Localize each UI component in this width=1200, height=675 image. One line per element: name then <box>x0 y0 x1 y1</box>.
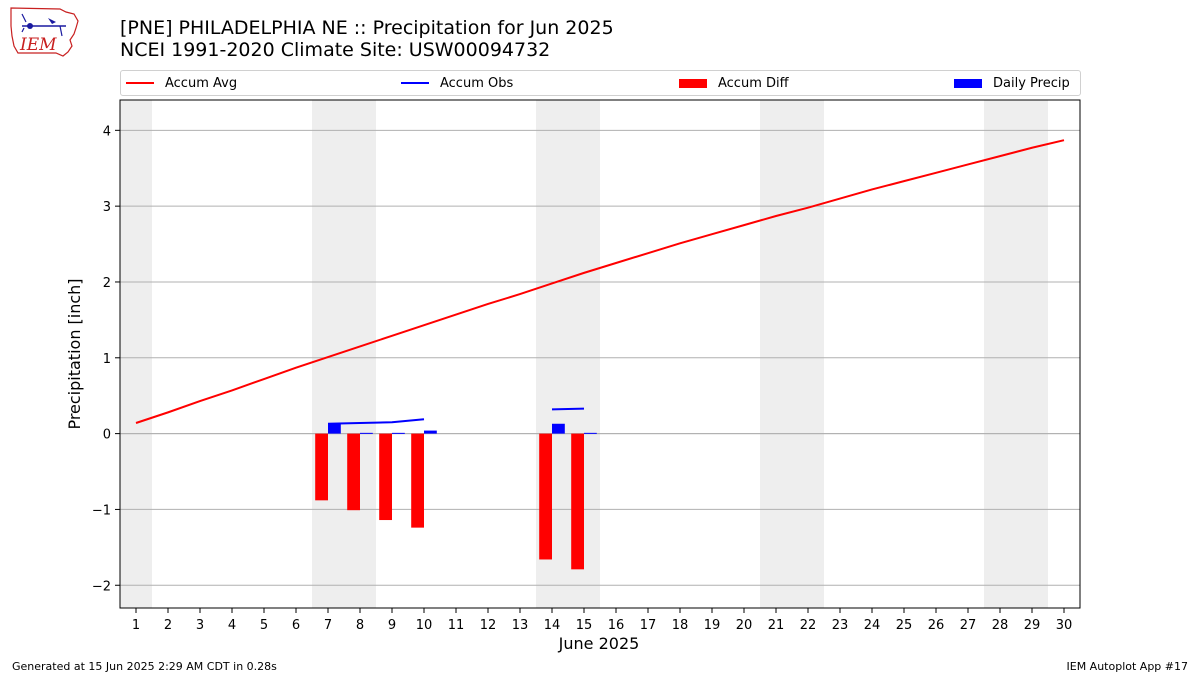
x-tick-label: 1 <box>132 618 140 633</box>
daily-precip-bar <box>424 430 437 434</box>
x-tick-label: 16 <box>608 618 625 633</box>
x-tick-label: 5 <box>260 618 268 633</box>
daily-precip-bar <box>328 423 341 434</box>
x-tick-label: 9 <box>388 618 396 633</box>
y-tick-label: 1 <box>103 352 111 367</box>
app-credit: IEM Autoplot App #17 <box>1066 660 1189 673</box>
y-tick-label: 4 <box>103 124 111 139</box>
x-axis-label: June 2025 <box>558 634 640 653</box>
x-tick-label: 21 <box>768 618 785 633</box>
weekend-band-4 <box>984 100 1048 608</box>
legend-item-accum-diff: Accum Diff <box>679 71 789 95</box>
legend-swatch-accum-obs <box>401 82 429 84</box>
weekend-band-3 <box>760 100 824 608</box>
legend-item-accum-obs: Accum Obs <box>401 71 513 95</box>
legend-label-accum-avg: Accum Avg <box>165 75 238 91</box>
plot-frame <box>119 99 1081 609</box>
x-tick-label: 11 <box>448 618 465 633</box>
x-tick-label: 15 <box>576 618 593 633</box>
accum-obs-line <box>551 407 585 411</box>
grid-lines <box>120 129 1080 586</box>
accum-diff-bar <box>539 433 552 560</box>
accum-diff-bar <box>411 433 424 528</box>
axes <box>119 99 1081 609</box>
iem-logo: IEM <box>8 6 80 62</box>
y-tick-label: −2 <box>92 579 111 594</box>
x-tick-label: 6 <box>292 618 300 633</box>
accum-diff-bar <box>379 433 392 521</box>
x-tick-label: 8 <box>356 618 364 633</box>
x-tick-label: 18 <box>672 618 689 633</box>
x-tick-label: 14 <box>544 618 561 633</box>
daily-precip-bar <box>360 432 373 434</box>
accum-diff-bar <box>347 433 360 511</box>
x-tick-label: 28 <box>992 618 1009 633</box>
legend-item-accum-avg: Accum Avg <box>126 71 237 95</box>
daily-precip-bar <box>552 423 565 434</box>
legend-swatch-daily-precip <box>954 78 982 88</box>
legend-item-daily-precip: Daily Precip <box>954 71 1070 95</box>
x-tick-label: 24 <box>864 618 881 633</box>
weekend-band-0 <box>120 100 152 608</box>
y-tick-label: 0 <box>103 428 111 443</box>
bars <box>315 423 597 570</box>
accum-avg-line <box>135 139 1065 424</box>
x-tick-label: 17 <box>640 618 657 633</box>
x-tick-label: 26 <box>928 618 945 633</box>
x-tick-label: 10 <box>416 618 433 633</box>
x-tick-label: 4 <box>228 618 236 633</box>
x-tick-label: 30 <box>1056 618 1073 633</box>
accum-diff-bar <box>315 433 328 501</box>
x-tick-label: 20 <box>736 618 753 633</box>
x-tick-label: 23 <box>832 618 849 633</box>
x-tick-label: 29 <box>1024 618 1041 633</box>
legend-label-accum-diff: Accum Diff <box>718 75 789 91</box>
accum-obs-line <box>327 418 425 425</box>
x-tick-label: 22 <box>800 618 817 633</box>
x-tick-label: 7 <box>324 618 332 633</box>
x-tick-label: 3 <box>196 618 204 633</box>
accum-diff-bar <box>571 433 584 570</box>
legend: Accum Avg Accum Obs Accum Diff Daily Pre… <box>120 70 1081 96</box>
legend-label-daily-precip: Daily Precip <box>993 75 1070 91</box>
weekend-shading <box>120 100 1048 608</box>
chart-subtitle: NCEI 1991-2020 Climate Site: USW00094732 <box>120 39 551 61</box>
logo-text: IEM <box>19 35 57 55</box>
weekend-band-1 <box>312 100 376 608</box>
x-tick-label: 2 <box>164 618 172 633</box>
y-tick-label: −1 <box>92 503 111 518</box>
y-tick-label: 3 <box>103 200 111 215</box>
chart-title: [PNE] PHILADELPHIA NE :: Precipitation f… <box>120 17 614 39</box>
y-axis-label: Precipitation [inch] <box>65 278 84 429</box>
x-tick-label: 12 <box>480 618 497 633</box>
x-tick-label: 25 <box>896 618 913 633</box>
x-tick-label: 27 <box>960 618 977 633</box>
legend-swatch-accum-diff <box>679 78 707 88</box>
generated-note: Generated at 15 Jun 2025 2:29 AM CDT in … <box>12 660 277 673</box>
x-tick-label: 19 <box>704 618 721 633</box>
series-lines <box>135 139 1065 425</box>
daily-precip-bar <box>392 432 405 434</box>
daily-precip-bar <box>584 432 597 434</box>
legend-label-accum-obs: Accum Obs <box>440 75 514 91</box>
legend-swatch-accum-avg <box>126 82 154 84</box>
y-tick-label: 2 <box>103 276 111 291</box>
x-tick-label: 13 <box>512 618 529 633</box>
